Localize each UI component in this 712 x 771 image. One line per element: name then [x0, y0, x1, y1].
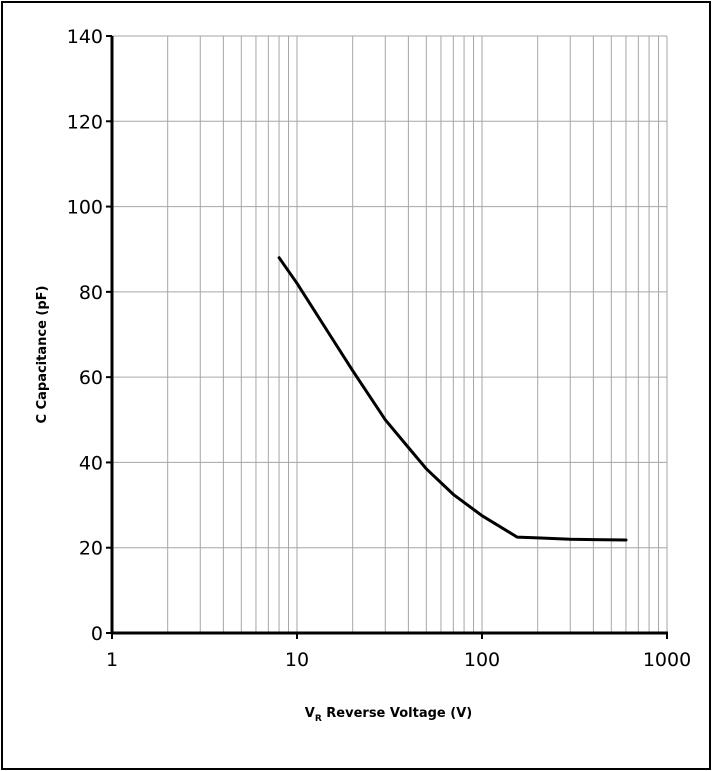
- y-axis-title: C Capacitance (pF): [35, 286, 50, 424]
- y-tick-label: 0: [91, 623, 103, 645]
- x-axis-title-subscript: R: [315, 714, 322, 724]
- series-line: [277, 256, 628, 542]
- y-tick-label: 100: [67, 197, 103, 219]
- x-tick-label: 100: [464, 649, 500, 671]
- x-axis-title-rest: Reverse Voltage (V): [322, 706, 472, 721]
- y-tick-label: 20: [79, 538, 103, 560]
- grid: [112, 35, 668, 633]
- x-axis-title-main: V: [305, 706, 315, 721]
- y-tick-label: 80: [79, 282, 103, 304]
- y-tick-label: 60: [79, 367, 103, 389]
- series: [277, 256, 628, 542]
- tick-labels: 0 20 40 60 80 100 120 140 1 10 100 1000: [67, 26, 691, 671]
- y-tick-label: 120: [67, 111, 103, 133]
- x-tick-label: 1000: [643, 649, 691, 671]
- ticks: [106, 35, 668, 639]
- x-axis-title: VR Reverse Voltage (V): [305, 706, 472, 724]
- y-tick-label: 40: [79, 452, 103, 474]
- axes: [110, 36, 668, 635]
- y-tick-label: 140: [67, 26, 103, 48]
- x-tick-label: 1: [106, 649, 118, 671]
- x-tick-label: 10: [285, 649, 309, 671]
